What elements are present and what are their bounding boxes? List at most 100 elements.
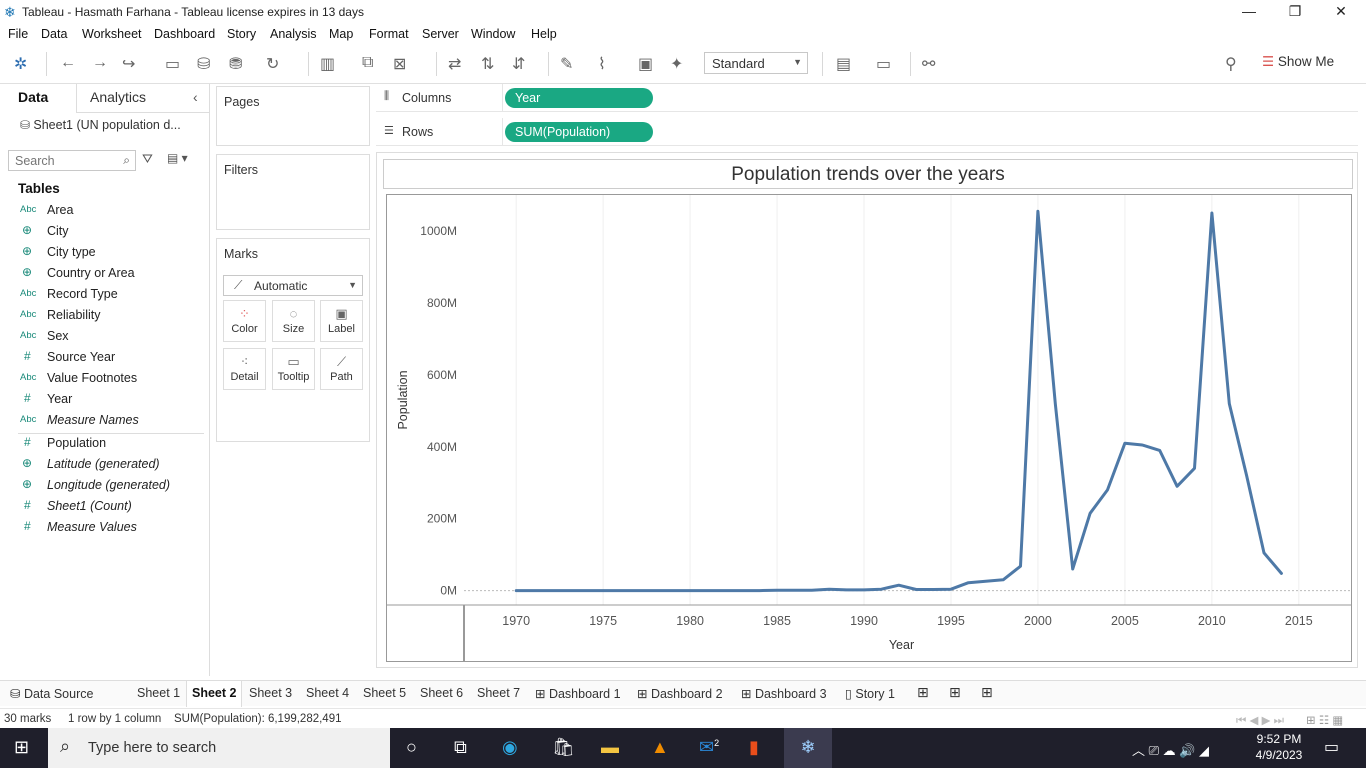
- field-item[interactable]: ⊕ Latitude (generated): [0, 455, 210, 475]
- field-item[interactable]: ⊕ City: [0, 222, 210, 242]
- tab-data-source[interactable]: ⛁ Data Source: [10, 686, 93, 701]
- new-story-tab-icon[interactable]: ⊞: [981, 684, 993, 700]
- tab-dashboard-1[interactable]: ⊞ Dashboard 1: [535, 686, 621, 701]
- duplicate-sheet-icon[interactable]: ⧉: [362, 54, 374, 71]
- sort-ascending-icon[interactable]: ⇅: [481, 56, 495, 73]
- field-item[interactable]: # Sheet1 (Count): [0, 497, 210, 517]
- tab-sheet-6[interactable]: Sheet 6: [420, 686, 464, 700]
- year-pill[interactable]: Year: [505, 88, 653, 108]
- close-button[interactable]: ✕: [1335, 3, 1347, 19]
- pause-updates-icon[interactable]: ⛃: [229, 56, 243, 73]
- tab-sheet-7[interactable]: Sheet 7: [477, 686, 521, 700]
- marks-tooltip-button[interactable]: ▭ Tooltip: [272, 348, 315, 390]
- field-item[interactable]: # Population: [0, 434, 210, 454]
- redo-icon[interactable]: →: [92, 54, 108, 71]
- menu-story[interactable]: Story: [227, 27, 257, 41]
- field-item[interactable]: # Year: [0, 390, 210, 410]
- menu-analysis[interactable]: Analysis: [270, 27, 317, 41]
- menu-map[interactable]: Map: [329, 27, 354, 41]
- group-members-icon[interactable]: ⌇: [598, 56, 606, 73]
- format-painter-icon[interactable]: ⚲: [1225, 56, 1237, 73]
- field-item[interactable]: Abc Reliability: [0, 306, 210, 326]
- rows-dropzone[interactable]: SUM(Population): [502, 118, 1358, 146]
- marks-path-button[interactable]: ⟋ Path: [320, 348, 363, 390]
- vlc-icon[interactable]: ▲: [651, 737, 669, 757]
- pages-card[interactable]: Pages: [216, 86, 370, 146]
- replay-icon[interactable]: ↪: [122, 56, 136, 73]
- save-icon[interactable]: ▭: [165, 56, 181, 73]
- field-item[interactable]: # Measure Values: [0, 518, 210, 538]
- marks-label-button[interactable]: ▣ Label: [320, 300, 363, 342]
- system-tray-icons[interactable]: ︿ ⎚ ☁ 🔊 ◢: [1132, 743, 1210, 758]
- datasource-item[interactable]: ⛁ Sheet1 (UN population d...: [20, 118, 181, 132]
- tab-dashboard-3[interactable]: ⊞ Dashboard 3: [741, 686, 827, 701]
- tab-sheet-4[interactable]: Sheet 4: [306, 686, 350, 700]
- restore-button[interactable]: ❐: [1288, 3, 1302, 19]
- tab-data[interactable]: Data: [18, 89, 49, 105]
- fix-axes-icon[interactable]: ✦: [670, 56, 684, 73]
- marks-detail-button[interactable]: ⁖ Detail: [223, 348, 266, 390]
- highlight-icon[interactable]: ✎: [560, 56, 574, 73]
- clear-sheet-icon[interactable]: ⊠: [393, 56, 407, 73]
- menu-worksheet[interactable]: Worksheet: [82, 27, 142, 41]
- windows-start-icon[interactable]: ⊞: [14, 737, 30, 757]
- menu-file[interactable]: File: [8, 27, 29, 41]
- tab-sheet-1[interactable]: Sheet 1: [137, 686, 181, 700]
- tab-sheet-2[interactable]: Sheet 2: [192, 686, 237, 700]
- line-chart[interactable]: 0M 200M 400M 600M 800M 1000M 1970 1975 1980 1985 1…: [387, 195, 1351, 661]
- file-explorer-icon[interactable]: ▬: [601, 737, 619, 757]
- menu-window[interactable]: Window: [471, 27, 516, 41]
- new-worksheet-icon[interactable]: ▥: [320, 56, 336, 73]
- new-datasource-icon[interactable]: ⛁: [197, 56, 211, 73]
- menu-server[interactable]: Server: [422, 27, 459, 41]
- refresh-icon[interactable]: ↻: [266, 56, 280, 73]
- marks-size-button[interactable]: ◌ Size: [272, 300, 315, 342]
- fit-select[interactable]: Standard ▼: [704, 52, 808, 74]
- edge-icon[interactable]: ◉: [502, 737, 518, 757]
- tab-analytics[interactable]: Analytics: [90, 89, 147, 105]
- tab-story-1[interactable]: ▯ Story 1: [845, 686, 895, 701]
- show-cards-icon[interactable]: ▤: [836, 56, 852, 73]
- new-worksheet-tab-icon[interactable]: ⊞: [917, 684, 929, 700]
- menu-dashboard[interactable]: Dashboard: [154, 27, 216, 41]
- cortana-icon[interactable]: ○: [406, 737, 417, 757]
- clock[interactable]: 9:52 PM 4/9/2023: [1252, 731, 1306, 763]
- sort-descending-icon[interactable]: ⇵: [512, 56, 526, 73]
- mark-type-select[interactable]: ⟋ Automatic ▼: [223, 275, 363, 296]
- menu-format[interactable]: Format: [369, 27, 409, 41]
- store-icon[interactable]: 🛍: [552, 737, 575, 757]
- grid-view-icon[interactable]: ⊞ ☷ ▦: [1306, 715, 1344, 727]
- undo-icon[interactable]: ←: [60, 54, 76, 71]
- field-item[interactable]: Abc Measure Names: [0, 411, 210, 431]
- filter-icon[interactable]: ⛛: [142, 151, 153, 166]
- tab-dashboard-2[interactable]: ⊞ Dashboard 2: [637, 686, 723, 701]
- field-item[interactable]: ⊕ Longitude (generated): [0, 476, 210, 496]
- field-item[interactable]: Abc Record Type: [0, 285, 210, 305]
- collapse-pane-icon[interactable]: ‹: [193, 89, 198, 105]
- share-icon[interactable]: ⚯: [922, 56, 936, 73]
- tab-sheet-5[interactable]: Sheet 5: [363, 686, 407, 700]
- tableau-home-icon[interactable]: ✲: [14, 56, 28, 73]
- filters-card[interactable]: Filters: [216, 154, 370, 230]
- view-options-icon[interactable]: ▤ ▾: [167, 151, 188, 165]
- office-icon[interactable]: ▮: [749, 737, 759, 757]
- menu-data[interactable]: Data: [41, 27, 68, 41]
- mail-icon[interactable]: ✉2: [699, 737, 720, 757]
- sheet-navigation-icon[interactable]: ⏮ ◀ ▶ ⏭: [1236, 715, 1284, 727]
- minimize-button[interactable]: —: [1242, 3, 1256, 19]
- columns-dropzone[interactable]: Year: [502, 84, 1358, 112]
- swap-rows-columns-icon[interactable]: ⇄: [448, 56, 462, 73]
- notifications-icon[interactable]: ▭: [1324, 739, 1340, 756]
- field-item[interactable]: Abc Area: [0, 201, 210, 221]
- tab-sheet-3[interactable]: Sheet 3: [249, 686, 293, 700]
- chart-area[interactable]: 0M 200M 400M 600M 800M 1000M 1970 1975 1980 1985 1…: [386, 194, 1352, 662]
- search-input[interactable]: [9, 151, 109, 170]
- field-item[interactable]: # Source Year: [0, 348, 210, 368]
- field-item[interactable]: Abc Value Footnotes: [0, 369, 210, 389]
- tableau-taskbar-icon[interactable]: ❄: [784, 728, 832, 768]
- field-item[interactable]: ⊕ Country or Area: [0, 264, 210, 284]
- field-item[interactable]: Abc Sex: [0, 327, 210, 347]
- marks-color-button[interactable]: ⁘ Color: [223, 300, 266, 342]
- new-dashboard-tab-icon[interactable]: ⊞: [949, 684, 961, 700]
- field-item[interactable]: ⊕ City type: [0, 243, 210, 263]
